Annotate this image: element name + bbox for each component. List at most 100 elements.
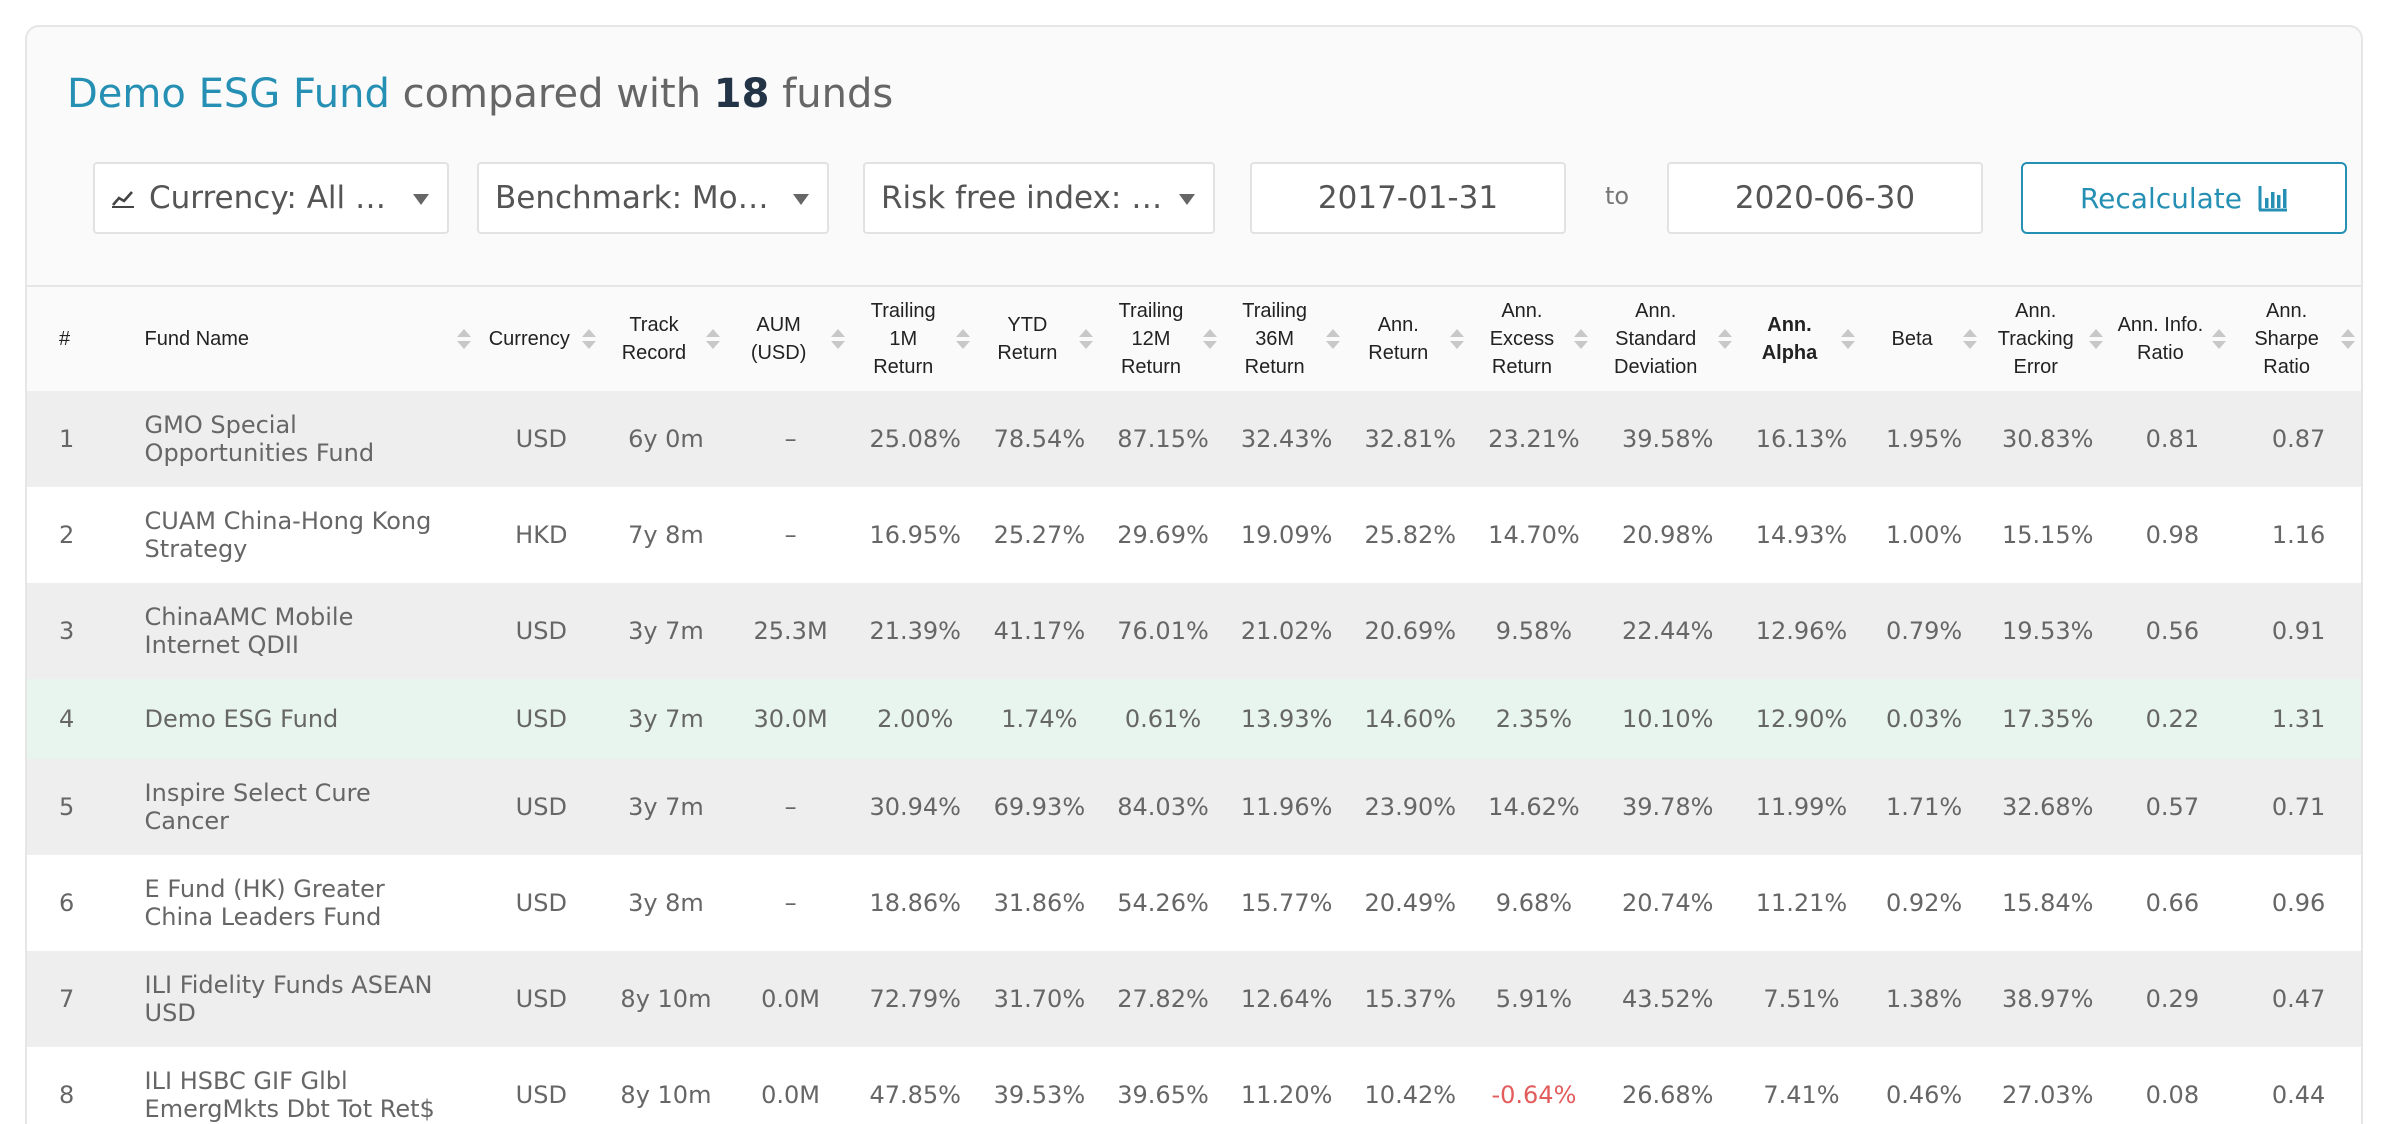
table-header-row: # Fund Name Currency Track Record AUM (USD) T…: [27, 287, 2361, 391]
sort-icon[interactable]: [1573, 329, 1588, 351]
column-header-label: Trailing 36M Return: [1242, 300, 1308, 378]
fund-name-link[interactable]: Demo ESG Fund: [67, 71, 390, 117]
column-header-aum-usd[interactable]: AUM (USD): [728, 287, 853, 391]
date-to-input[interactable]: [1667, 162, 1983, 234]
sort-icon[interactable]: [1079, 329, 1094, 351]
cell-name[interactable]: ILI HSBC GIF Glbl EmergMkts Dbt Tot Ret$: [144, 1047, 479, 1124]
cell-name[interactable]: Demo ESG Fund: [144, 679, 479, 759]
column-header-label: AUM (USD): [750, 314, 807, 364]
cell-idx: 2: [27, 487, 145, 583]
cell-aum: 25.3M: [728, 583, 853, 679]
cell-beta: 1.38%: [1863, 951, 1985, 1047]
table-row[interactable]: 5 Inspire Select Cure Cancer USD 3y 7m –30.9…: [27, 759, 2361, 855]
column-header-trailing-1m-return[interactable]: Trailing 1M Return: [852, 287, 978, 391]
column-header-currency[interactable]: Currency: [478, 287, 604, 391]
cell-t36m: 32.43%: [1224, 391, 1349, 487]
column-header-ann-return[interactable]: Ann. Return: [1348, 287, 1473, 391]
column-header-fund-name[interactable]: Fund Name: [144, 287, 479, 391]
sort-icon[interactable]: [1841, 329, 1856, 351]
cell-name[interactable]: E Fund (HK) Greater China Leaders Fund: [144, 855, 479, 951]
cell-beta: 1.00%: [1863, 487, 1985, 583]
recalculate-label: Recalculate: [2079, 181, 2243, 215]
table-row[interactable]: 8 ILI HSBC GIF Glbl EmergMkts Dbt Tot Ret…: [27, 1047, 2361, 1124]
to-label: to: [1605, 182, 1630, 210]
benchmark-select[interactable]: Benchmark: Mornin…: [477, 162, 829, 234]
bar-chart-icon: [2258, 186, 2288, 212]
cell-t36m: 11.96%: [1224, 759, 1349, 855]
cell-idx: 4: [27, 679, 145, 759]
cell-t36m: 21.02%: [1224, 583, 1349, 679]
column-header-label: Ann. Standard Deviation: [1614, 300, 1698, 378]
cell-ann-ret: 23.90%: [1348, 759, 1473, 855]
table-row[interactable]: 4 Demo ESG Fund USD 3y 7m 30.0M 2.00% 1.74% 0.6…: [27, 679, 2361, 759]
title-end-text: funds: [769, 71, 894, 117]
sort-icon[interactable]: [830, 329, 845, 351]
column-header-beta[interactable]: Beta: [1863, 287, 1985, 391]
benchmark-select-value: Benchmark: Mornin…: [495, 180, 777, 216]
cell-sharpe: 0.91: [2234, 583, 2361, 679]
cell-name[interactable]: Inspire Select Cure Cancer: [144, 759, 479, 855]
cell-track: 6y 0m: [603, 391, 729, 487]
cell-aum: 0.0M: [728, 951, 853, 1047]
sort-icon[interactable]: [955, 329, 970, 351]
table-row[interactable]: 2 CUAM China-Hong Kong Strategy HKD 7y 8m –1…: [27, 487, 2361, 583]
column-header-ann-standard-deviation[interactable]: Ann. Standard Deviation: [1595, 287, 1740, 391]
sort-icon[interactable]: [1450, 329, 1465, 351]
cell-excess: 5.91%: [1472, 951, 1596, 1047]
sort-icon[interactable]: [2212, 329, 2227, 351]
column-header-ann-excess-return[interactable]: Ann. Excess Return: [1472, 287, 1596, 391]
currency-select[interactable]: Currency: All Curr: [93, 162, 449, 234]
cell-ytd: 31.70%: [977, 951, 1102, 1047]
cell-excess: 2.35%: [1472, 679, 1596, 759]
column-header-label: Fund Name: [144, 328, 250, 350]
column-header-ytd-return[interactable]: YTD Return: [977, 287, 1102, 391]
cell-name[interactable]: GMO Special Opportunities Fund: [144, 391, 479, 487]
cell-t1m: 72.79%: [852, 951, 978, 1047]
recalculate-button[interactable]: Recalculate: [2021, 162, 2347, 234]
table-row[interactable]: 7 ILI Fidelity Funds ASEAN USD USD 8y 10m 0.…: [27, 951, 2361, 1047]
column-header-ann-tracking-error[interactable]: Ann. Tracking Error: [1984, 287, 2111, 391]
column-header-label: Ann. Tracking Error: [1997, 300, 2074, 378]
sort-icon[interactable]: [2088, 329, 2103, 351]
column-header-trailing-36m-return[interactable]: Trailing 36M Return: [1224, 287, 1349, 391]
cell-sharpe: 1.16: [2234, 487, 2361, 583]
sort-icon[interactable]: [1962, 329, 1977, 351]
cell-sharpe: 0.87: [2234, 391, 2361, 487]
sort-icon[interactable]: [706, 329, 721, 351]
cell-name[interactable]: ChinaAMC Mobile Internet QDII: [144, 583, 479, 679]
risk-free-select[interactable]: Risk free index: Fixe…: [863, 162, 1215, 234]
sort-icon[interactable]: [581, 329, 596, 351]
sort-icon[interactable]: [1202, 329, 1217, 351]
cell-track: 3y 7m: [603, 679, 729, 759]
cell-t36m: 11.20%: [1224, 1047, 1349, 1124]
column-header-trailing-12m-return[interactable]: Trailing 12M Return: [1101, 287, 1225, 391]
currency-select-value: Currency: All Curr: [149, 180, 397, 216]
cell-name[interactable]: ILI Fidelity Funds ASEAN USD: [144, 951, 479, 1047]
sort-icon[interactable]: [456, 329, 471, 351]
line-chart-icon: [112, 191, 134, 208]
column-header-label: Trailing 1M Return: [870, 300, 936, 378]
cell-te: 27.03%: [1984, 1047, 2111, 1124]
sort-icon[interactable]: [1717, 329, 1732, 351]
column-header-label: Track Record: [621, 314, 687, 364]
cell-std: 39.58%: [1595, 391, 1740, 487]
cell-alpha: 12.90%: [1739, 679, 1864, 759]
column-header-ann-info-ratio[interactable]: Ann. Info. Ratio: [2110, 287, 2235, 391]
cell-name[interactable]: CUAM China-Hong Kong Strategy: [144, 487, 479, 583]
table-row[interactable]: 3 ChinaAMC Mobile Internet QDII USD 3y 7m 25…: [27, 583, 2361, 679]
title-mid-text: compared with: [389, 71, 714, 117]
cell-std: 39.78%: [1595, 759, 1740, 855]
column-header-ann-sharpe-ratio[interactable]: Ann. Sharpe Ratio: [2234, 287, 2361, 391]
sort-icon[interactable]: [1326, 329, 1341, 351]
caret-down-icon: [413, 194, 429, 205]
sort-icon[interactable]: [2341, 329, 2355, 351]
cell-beta: 0.46%: [1863, 1047, 1985, 1124]
date-from-input[interactable]: [1250, 162, 1566, 234]
cell-ytd: 1.74%: [977, 679, 1102, 759]
column-header-label: YTD Return: [997, 314, 1058, 364]
column-header-ann-alpha[interactable]: Ann. Alpha: [1739, 287, 1864, 391]
column-header-track-record[interactable]: Track Record: [603, 287, 729, 391]
table-row[interactable]: 1 GMO Special Opportunities Fund USD 6y 0m –…: [27, 391, 2361, 487]
cell-std: 20.74%: [1595, 855, 1740, 951]
